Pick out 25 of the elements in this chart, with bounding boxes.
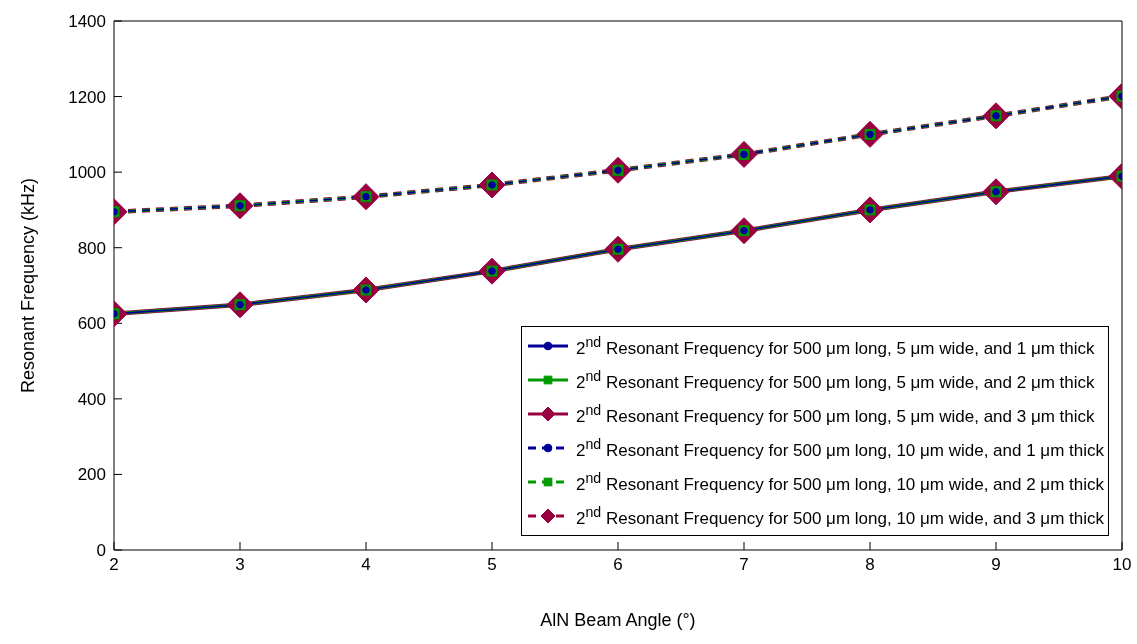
legend-label: 2$^{nd}$ Resonant Frequency for 500 μm long, 10 μm wide, and 2 μm thick bbox=[575, 469, 1104, 495]
y-axis-title: Resonant Frequency (kHz) bbox=[18, 177, 39, 394]
x-tick-label: 9 bbox=[991, 555, 1001, 575]
x-tick-label: 3 bbox=[235, 555, 245, 575]
x-tick-label: 6 bbox=[613, 555, 623, 575]
legend-label: 2$^{nd}$ Resonant Frequency for 500 μm long, 5 μm wide, and 3 μm thick bbox=[575, 401, 1095, 427]
y-tick-label: 200 bbox=[77, 465, 106, 485]
x-axis-title: AlN Beam Angle (°) bbox=[540, 610, 696, 630]
x-tick-label: 7 bbox=[739, 555, 749, 575]
x-tick-label: 8 bbox=[865, 555, 875, 575]
y-tick-label: 0 bbox=[96, 541, 106, 561]
y-tick-label: 600 bbox=[77, 314, 106, 334]
y-tick-label: 1400 bbox=[68, 12, 106, 32]
y-tick-label: 400 bbox=[77, 389, 106, 409]
x-tick-label: 2 bbox=[109, 555, 119, 575]
y-tick-label: 1000 bbox=[68, 163, 106, 183]
legend-label: 2$^{nd}$ Resonant Frequency for 500 μm long, 5 μm wide, and 1 μm thick bbox=[575, 333, 1095, 359]
x-tick-label: 5 bbox=[487, 555, 497, 575]
y-tick-label: 800 bbox=[77, 238, 106, 258]
legend-label: 2$^{nd}$ Resonant Frequency for 500 μm long, 10 μm wide, and 1 μm thick bbox=[575, 435, 1104, 461]
y-tick-label: 1200 bbox=[68, 87, 106, 107]
x-tick-label: 4 bbox=[361, 555, 371, 575]
x-tick-label: 10 bbox=[1112, 555, 1132, 575]
legend-label: 2$^{nd}$ Resonant Frequency for 500 μm long, 10 μm wide, and 3 μm thick bbox=[575, 503, 1104, 529]
legend-label: 2$^{nd}$ Resonant Frequency for 500 μm long, 5 μm wide, and 2 μm thick bbox=[575, 367, 1095, 393]
